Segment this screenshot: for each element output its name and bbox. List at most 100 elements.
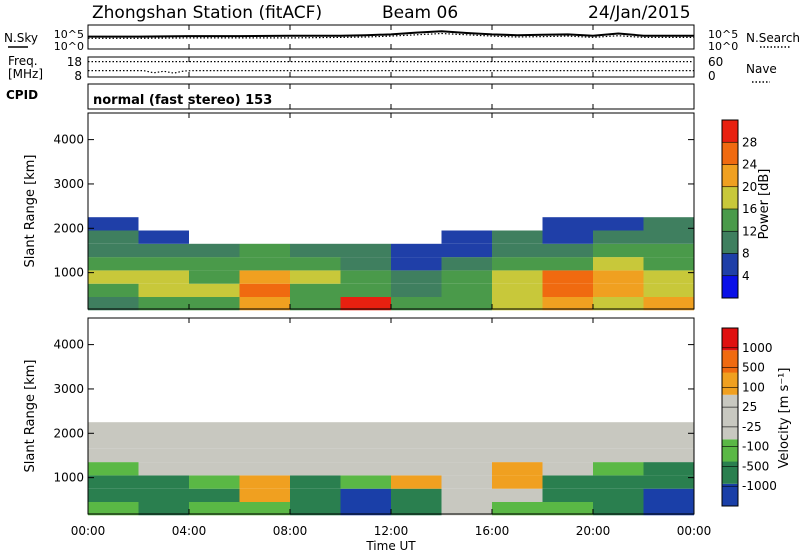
velocity-cells-cell	[643, 422, 694, 436]
power-yticks-tick-label: 3000	[53, 177, 84, 191]
x-tick-label: 12:00	[374, 524, 409, 538]
station-title: Zhongshan Station (fitACF)	[92, 3, 322, 23]
velocity-cells-cell	[340, 435, 391, 449]
power-yticks: 4000 3000 2000 1000	[53, 133, 694, 280]
velocity-cells-cell	[189, 462, 240, 476]
power-colorbar-tick-label: 16	[742, 202, 757, 216]
power-cells-cell	[138, 297, 189, 311]
velocity-cells-cell	[189, 488, 240, 502]
power-cells-cell	[643, 270, 694, 284]
x-axis-ticks: 00:00 04:00 08:00 12:00 16:00 20:00 00:00	[71, 25, 711, 538]
power-cells-cell	[492, 243, 543, 258]
power-cells-cell	[542, 217, 593, 231]
power-cells-cell	[593, 243, 644, 258]
velocity-yticks-tick-label: 4000	[53, 338, 84, 352]
velocity-cells-cell	[290, 448, 341, 463]
power-cells-cell	[88, 257, 139, 271]
velocity-colorbar-tick-label: -1000	[742, 479, 777, 493]
velocity-cells-cell	[88, 462, 139, 476]
power-colorbar-swatch	[722, 253, 738, 276]
velocity-cells-cell	[542, 502, 593, 516]
nsky-label: N.Sky	[4, 31, 38, 45]
power-colorbar-swatch	[722, 275, 738, 299]
power-cells-cell	[189, 243, 240, 258]
power-cells-cell	[492, 270, 543, 284]
velocity-colorbar-swatch	[722, 483, 738, 507]
power-cells-cell	[391, 270, 442, 284]
velocity-cells-cell	[189, 475, 240, 489]
noise-right-tick-bottom: 10^0	[708, 40, 738, 53]
velocity-cells-cell	[88, 448, 139, 463]
velocity-cells-cell	[290, 502, 341, 516]
power-cells-cell	[542, 257, 593, 271]
velocity-colorbar-tick-label: 25	[742, 400, 757, 414]
velocity-cells-cell	[340, 422, 391, 436]
velocity-cells-cell	[441, 488, 492, 502]
velocity-cells-cell	[492, 448, 543, 463]
velocity-cells-cell	[542, 488, 593, 502]
power-cells-cell	[441, 297, 492, 311]
power-cells-cell	[88, 283, 139, 297]
velocity-cells-cell	[492, 488, 543, 502]
velocity-cells-cell	[340, 448, 391, 463]
noise-line-nsearch	[88, 32, 694, 39]
velocity-cells-cell	[138, 475, 189, 489]
velocity-colorbar-swatch	[722, 350, 738, 373]
power-colorbar-swatch	[722, 164, 738, 187]
velocity-cells-cell	[593, 488, 644, 502]
velocity-cells-cell	[340, 502, 391, 516]
velocity-cells-cell	[391, 488, 442, 502]
power-cells-cell	[239, 297, 290, 311]
power-cells-cell	[138, 243, 189, 258]
velocity-ylabel: Slant Range [km]	[23, 360, 38, 473]
power-cells-cell	[441, 283, 492, 297]
velocity-colorbar-swatch	[722, 461, 738, 484]
velocity-cells-cell	[643, 435, 694, 449]
power-cells-cell	[340, 283, 391, 297]
power-cells-cell	[189, 257, 240, 271]
x-tick-label: 04:00	[172, 524, 207, 538]
velocity-cells-cell	[593, 475, 644, 489]
cpid-label: CPID	[6, 88, 38, 102]
velocity-cells-cell	[492, 475, 543, 489]
power-cells-cell	[441, 270, 492, 284]
velocity-cells-cell	[643, 462, 694, 476]
velocity-cells-cell	[492, 502, 543, 516]
velocity-cells-cell	[542, 435, 593, 449]
velocity-colorbar-swatch	[722, 439, 738, 462]
beam-label: Beam 06	[382, 3, 458, 23]
noise-left-tick-top: 10^5	[54, 28, 84, 41]
velocity-cells-cell	[88, 488, 139, 502]
velocity-cells-cell	[441, 448, 492, 463]
velocity-cells-cell	[391, 422, 442, 436]
power-cells	[88, 217, 694, 311]
velocity-cells-cell	[542, 448, 593, 463]
velocity-colorbar: 1000 500 100 25 -25 -100 -500 -1000	[721, 327, 777, 507]
power-cells-cell	[88, 230, 139, 244]
velocity-cells-cell	[138, 488, 189, 502]
velocity-colorbar-swatch	[722, 372, 738, 395]
freq-right-tick-bottom: 0	[708, 69, 716, 83]
velocity-colorbar-tick-label: -100	[742, 440, 769, 454]
velocity-cells-cell	[441, 435, 492, 449]
power-cells-cell	[239, 270, 290, 284]
power-ylabel: Slant Range [km]	[23, 155, 38, 268]
velocity-yticks-tick-label: 1000	[53, 471, 84, 485]
velocity-cells-cell	[290, 462, 341, 476]
power-cells-cell	[290, 270, 341, 284]
freq-unit-label: [MHz]	[8, 67, 43, 81]
velocity-cells-cell	[239, 448, 290, 463]
power-colorbar-label: Power [dB]	[757, 169, 772, 240]
power-cells-cell	[290, 243, 341, 258]
power-cells-cell	[391, 283, 442, 297]
velocity-cells-cell	[593, 435, 644, 449]
velocity-cells-cell	[88, 435, 139, 449]
velocity-cells-cell	[441, 462, 492, 476]
power-cells-cell	[593, 230, 644, 244]
power-colorbar-swatch	[722, 120, 738, 143]
power-cells-cell	[643, 283, 694, 297]
power-cells-cell	[593, 283, 644, 297]
power-cells-cell	[542, 230, 593, 244]
power-cells-cell	[138, 257, 189, 271]
